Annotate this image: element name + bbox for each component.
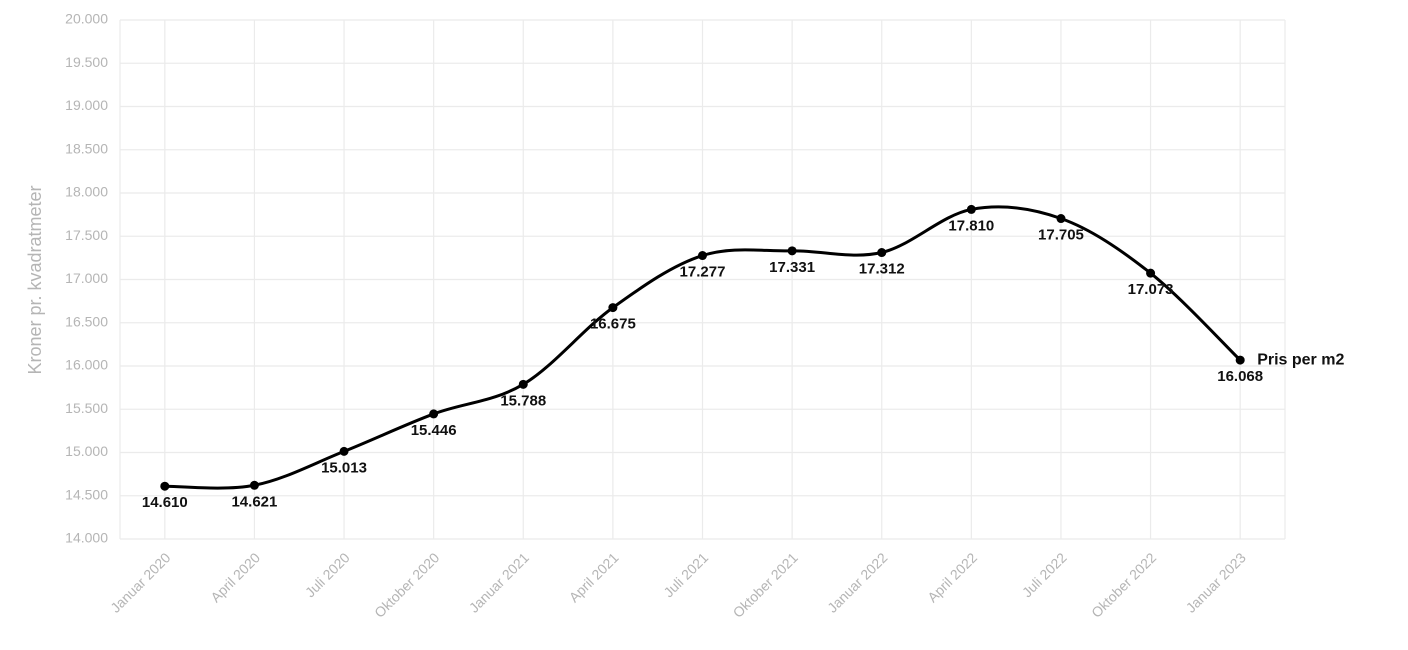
x-tick-label: April 2020 bbox=[207, 549, 263, 605]
point bbox=[1235, 355, 1245, 365]
y-tick-label: 20.000 bbox=[65, 11, 108, 27]
y-tick-label: 16.500 bbox=[65, 313, 108, 329]
y-tick-label: 18.000 bbox=[65, 184, 108, 200]
x-tick-label: Oktober 2021 bbox=[730, 549, 801, 620]
data-label: 16.068 bbox=[1217, 368, 1263, 385]
y-tick-label: 15.000 bbox=[65, 443, 108, 459]
x-tick-label: April 2022 bbox=[924, 549, 980, 605]
point bbox=[160, 481, 170, 491]
x-tick-label: Oktober 2022 bbox=[1088, 549, 1159, 620]
data-label: 14.610 bbox=[142, 494, 188, 511]
point bbox=[518, 379, 528, 389]
data-label: 16.675 bbox=[590, 316, 636, 333]
x-tick-label: Juli 2022 bbox=[1019, 549, 1070, 600]
y-tick-label: 18.500 bbox=[65, 140, 108, 156]
point bbox=[877, 248, 887, 258]
data-label: 17.810 bbox=[948, 217, 994, 234]
y-tick-label: 16.000 bbox=[65, 357, 108, 373]
data-label: 17.277 bbox=[680, 264, 726, 281]
point bbox=[966, 204, 976, 214]
x-tick-label: Januar 2021 bbox=[466, 549, 533, 616]
x-tick-label: Juli 2021 bbox=[660, 549, 711, 600]
point bbox=[608, 303, 618, 313]
data-label: 14.621 bbox=[231, 493, 277, 510]
point bbox=[1146, 268, 1156, 278]
point bbox=[787, 246, 797, 256]
data-label: 17.331 bbox=[769, 259, 815, 276]
point bbox=[698, 251, 707, 261]
data-label: 15.788 bbox=[500, 392, 546, 409]
point bbox=[339, 446, 349, 456]
series-label: Pris per m2 bbox=[1257, 351, 1344, 368]
x-tick-label: Oktober 2020 bbox=[371, 549, 442, 620]
x-tick-label: Juli 2020 bbox=[302, 549, 353, 600]
point bbox=[249, 480, 259, 490]
x-tick-label: Januar 2020 bbox=[107, 549, 174, 616]
y-tick-label: 14.500 bbox=[65, 486, 108, 502]
data-label: 15.446 bbox=[411, 422, 457, 439]
y-tick-label: 14.000 bbox=[65, 530, 108, 546]
data-label: 15.013 bbox=[321, 459, 367, 476]
y-tick-label: 19.500 bbox=[65, 54, 108, 70]
y-axis-label: Kroner pr. kvadratmeter bbox=[25, 185, 45, 374]
data-label: 17.073 bbox=[1128, 281, 1174, 298]
x-tick-label: Januar 2023 bbox=[1183, 549, 1250, 616]
y-tick-label: 17.000 bbox=[65, 270, 108, 286]
x-tick-label: Januar 2022 bbox=[824, 549, 891, 616]
data-label: 17.312 bbox=[859, 260, 905, 277]
data-label: 17.705 bbox=[1038, 226, 1084, 243]
x-tick-label: April 2021 bbox=[566, 549, 622, 605]
y-tick-label: 15.500 bbox=[65, 400, 108, 416]
point bbox=[429, 409, 439, 419]
y-tick-label: 17.500 bbox=[65, 227, 108, 243]
point bbox=[1056, 214, 1066, 224]
y-tick-label: 19.000 bbox=[65, 97, 108, 113]
